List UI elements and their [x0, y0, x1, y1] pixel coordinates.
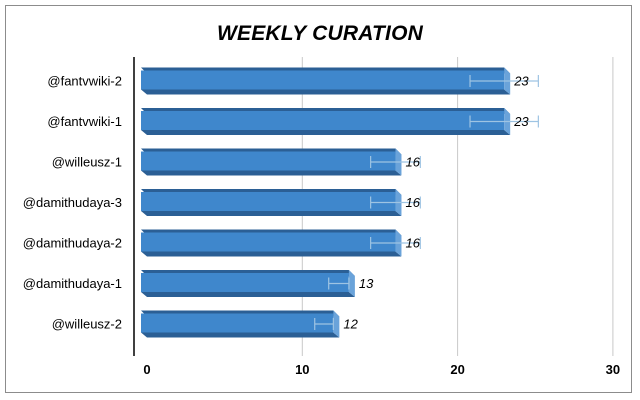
data-label: 23: [513, 74, 529, 89]
error-bars: [314, 75, 539, 330]
bar-bottom-face: [141, 292, 355, 297]
bar: [141, 189, 402, 216]
bar-front-face: [141, 273, 349, 292]
chart-title: WEEKLY CURATION: [217, 22, 423, 45]
error-bar: [469, 115, 539, 128]
category-label: @fantvwiki-1: [47, 114, 122, 129]
category-label: @damithudaya-1: [23, 276, 122, 291]
bar-front-face: [141, 192, 396, 211]
error-bar: [314, 318, 334, 330]
data-label: 13: [359, 276, 374, 291]
bar-bottom-face: [141, 89, 511, 95]
bar: [141, 270, 355, 297]
data-label: 16: [405, 155, 420, 170]
data-label: 12: [343, 317, 358, 332]
bar: [141, 148, 402, 176]
bar-front-face: [141, 313, 334, 333]
bars: [141, 67, 511, 338]
labels: 0 10 20 30 @fantvwiki-2 23 @fantvwiki-1 23 @will…: [23, 74, 620, 378]
bar-bottom-face: [141, 170, 402, 176]
bar-bottom-face: [141, 130, 511, 135]
data-label: 23: [513, 114, 529, 129]
x-tick-label: 30: [606, 362, 620, 377]
data-label: 16: [405, 195, 420, 210]
error-bar: [370, 237, 421, 249]
error-bar: [469, 75, 539, 87]
error-bar: [370, 196, 421, 209]
bar: [141, 229, 402, 257]
error-bar: [370, 156, 421, 168]
category-label: @fantvwiki-2: [47, 74, 122, 89]
bar-bottom-face: [141, 211, 402, 216]
bar: [141, 67, 511, 95]
x-tick-label: 10: [295, 362, 309, 377]
category-label: @willeusz-2: [52, 317, 122, 332]
category-label: @damithudaya-2: [23, 236, 122, 251]
x-tick-label: 20: [450, 362, 464, 377]
data-label: 16: [405, 236, 420, 251]
bar-front-face: [141, 151, 396, 171]
x-tick-label: 0: [143, 362, 150, 377]
bar-side-face: [348, 270, 355, 297]
error-bar: [328, 277, 350, 290]
category-label: @damithudaya-3: [23, 195, 122, 210]
bar: [141, 108, 511, 135]
bar-bottom-face: [141, 251, 402, 257]
category-label: @willeusz-1: [52, 155, 122, 170]
bar-front-face: [141, 70, 505, 90]
bar-side-face: [333, 310, 340, 338]
bar-bottom-face: [141, 332, 340, 338]
bar-front-face: [141, 111, 505, 130]
bar-front-face: [141, 232, 396, 252]
bar: [141, 310, 340, 338]
